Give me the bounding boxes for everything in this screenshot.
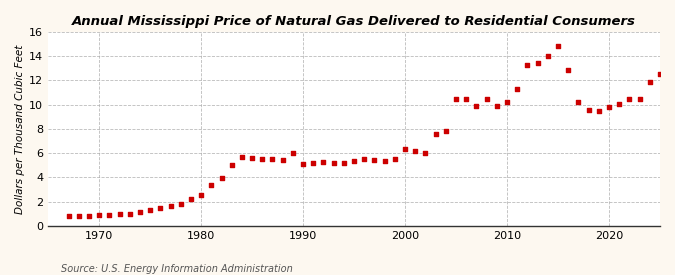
Point: [63, 214, 74, 219]
Point: [104, 213, 115, 217]
Point: [369, 158, 380, 163]
Point: [593, 109, 604, 113]
Point: [226, 163, 237, 167]
Point: [246, 156, 257, 160]
Point: [176, 202, 186, 206]
Point: [196, 193, 207, 197]
Point: [288, 150, 298, 155]
Y-axis label: Dollars per Thousand Cubic Feet: Dollars per Thousand Cubic Feet: [15, 44, 25, 214]
Point: [645, 80, 655, 84]
Point: [124, 211, 135, 216]
Point: [206, 183, 217, 187]
Point: [583, 108, 594, 112]
Point: [134, 210, 145, 214]
Point: [655, 72, 666, 76]
Point: [502, 100, 512, 104]
Point: [522, 62, 533, 67]
Point: [532, 61, 543, 65]
Point: [512, 87, 522, 91]
Text: Source: U.S. Energy Information Administration: Source: U.S. Energy Information Administ…: [61, 264, 292, 274]
Point: [84, 213, 95, 218]
Point: [665, 46, 675, 51]
Point: [614, 102, 624, 106]
Point: [430, 131, 441, 136]
Point: [267, 156, 278, 161]
Point: [603, 105, 614, 109]
Point: [491, 104, 502, 108]
Point: [471, 104, 482, 109]
Point: [359, 157, 370, 161]
Point: [338, 160, 349, 165]
Point: [318, 160, 329, 164]
Point: [389, 157, 400, 161]
Point: [155, 206, 166, 211]
Point: [451, 97, 462, 101]
Point: [573, 100, 584, 104]
Point: [543, 54, 554, 58]
Title: Annual Mississippi Price of Natural Gas Delivered to Residential Consumers: Annual Mississippi Price of Natural Gas …: [72, 15, 636, 28]
Point: [298, 162, 308, 166]
Point: [236, 155, 247, 160]
Point: [144, 208, 155, 213]
Point: [216, 175, 227, 180]
Point: [114, 212, 125, 216]
Point: [634, 97, 645, 101]
Point: [349, 159, 360, 163]
Point: [74, 214, 84, 218]
Point: [165, 204, 176, 208]
Point: [94, 213, 105, 218]
Point: [328, 160, 339, 165]
Point: [186, 197, 196, 202]
Point: [308, 161, 319, 166]
Point: [400, 147, 410, 151]
Point: [257, 157, 268, 162]
Point: [481, 97, 492, 101]
Point: [420, 150, 431, 155]
Point: [277, 158, 288, 163]
Point: [553, 44, 564, 48]
Point: [624, 97, 634, 101]
Point: [410, 149, 421, 153]
Point: [441, 129, 452, 133]
Point: [563, 68, 574, 72]
Point: [461, 97, 472, 101]
Point: [379, 159, 390, 164]
